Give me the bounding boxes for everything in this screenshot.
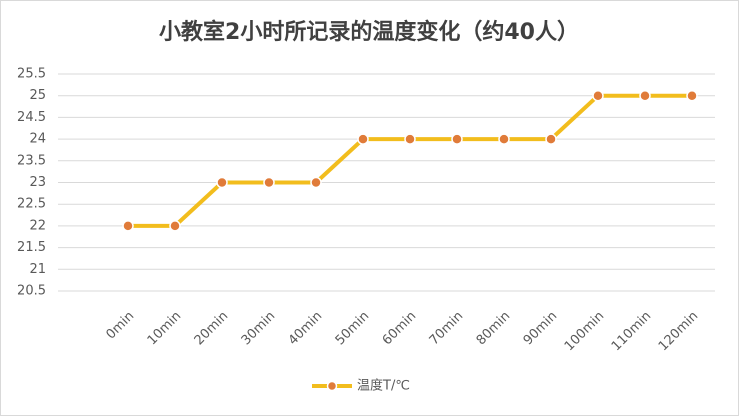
y-tick-label: 21.5 [17,240,46,255]
data-point [639,89,651,102]
data-point [310,176,322,189]
data-point [686,89,698,102]
chart-title: 小教室2小时所记录的温度变化（约40人） [159,19,579,45]
data-point [263,176,275,189]
data-point [216,176,228,189]
data-point [451,133,463,145]
y-tick-label: 25 [29,88,46,103]
data-point [357,133,369,145]
y-tick-label: 25.5 [17,67,46,82]
data-point [545,133,557,145]
y-tick-label: 21 [29,262,46,277]
y-tick-label: 24 [29,132,46,147]
data-point [404,133,416,145]
legend-label: 温度T/℃ [357,378,410,394]
data-point [592,89,604,102]
data-point [498,133,510,145]
y-tick-label: 24.5 [17,110,46,125]
data-point [169,220,181,232]
y-tick-label: 22.5 [17,197,46,212]
y-tick-label: 23 [29,175,46,190]
data-point [122,220,134,232]
legend-marker [326,380,338,392]
y-tick-label: 23.5 [17,153,46,168]
y-tick-label: 20.5 [17,284,46,299]
y-tick-label: 22 [29,218,46,233]
